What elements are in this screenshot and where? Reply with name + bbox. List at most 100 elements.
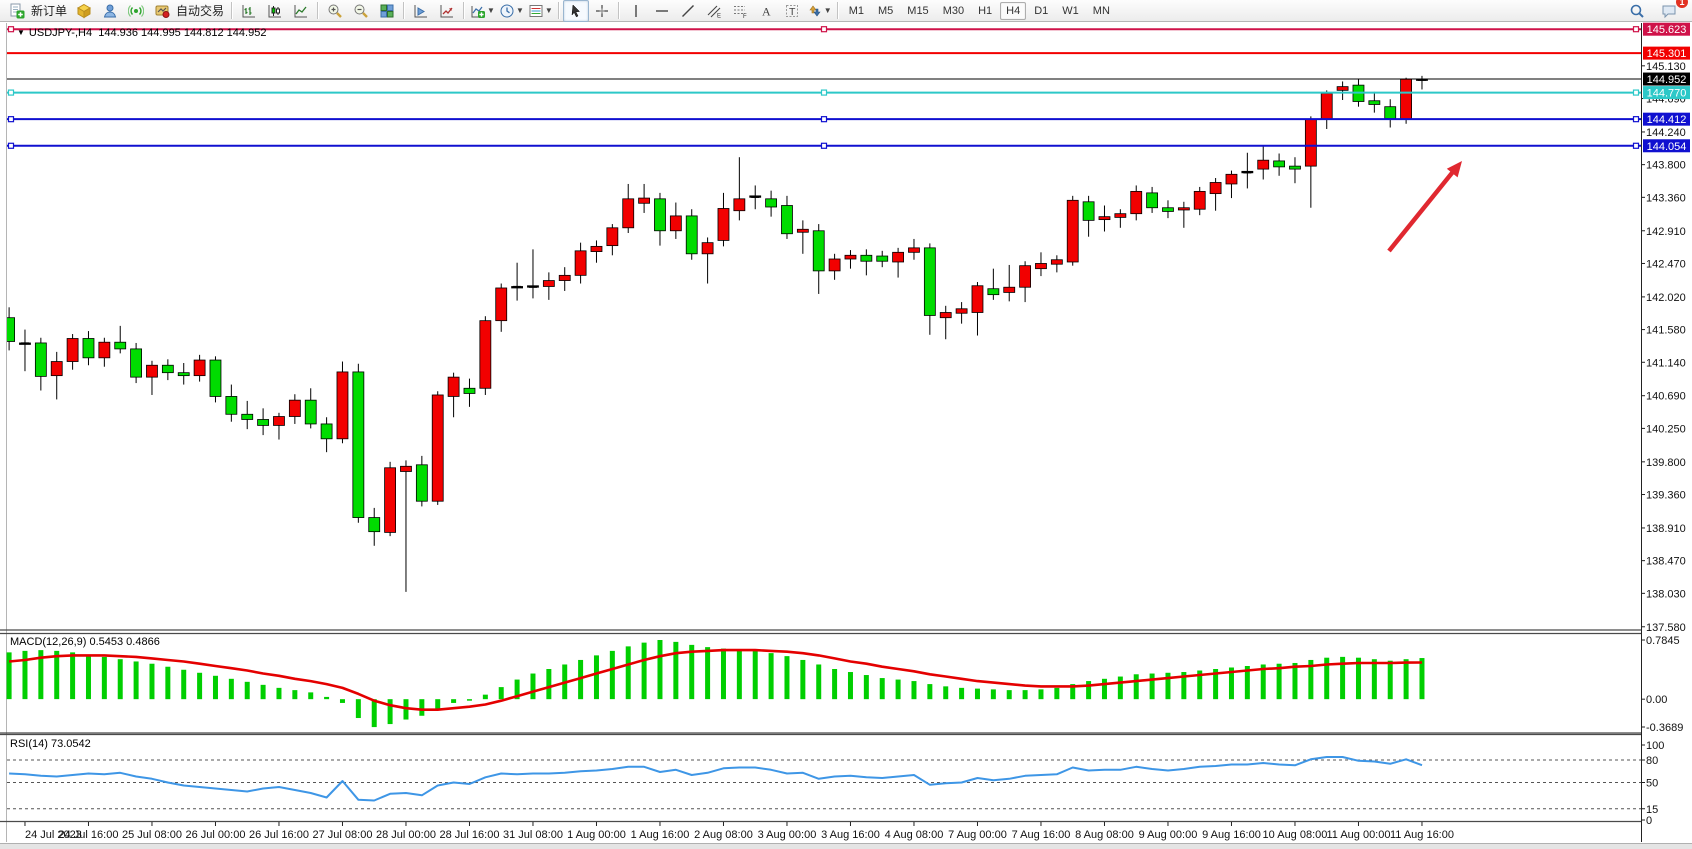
date-tick-label: 24 Jul 16:00 — [59, 829, 119, 841]
templates-button[interactable]: ▼ — [526, 0, 555, 22]
cursor-icon — [571, 3, 580, 17]
autotrading-button[interactable] — [149, 0, 175, 22]
zoom-out-button[interactable] — [348, 0, 374, 22]
date-tick-label: 28 Jul 16:00 — [440, 829, 500, 841]
hline-handle[interactable] — [820, 142, 828, 149]
template-icon — [529, 4, 543, 17]
profiles-button[interactable] — [408, 0, 434, 22]
candle-body — [1384, 106, 1397, 119]
price-tick-label: 141.580 — [1646, 325, 1686, 337]
candle-body — [1320, 92, 1333, 120]
text-tool-button[interactable]: A — [753, 0, 779, 22]
candle-body — [1209, 182, 1222, 195]
hline-icon — [655, 9, 668, 12]
tile-windows-button[interactable] — [374, 0, 400, 22]
toolbar-right-group: 1 — [1624, 0, 1688, 22]
hline-handle[interactable] — [1632, 142, 1640, 149]
date-tick-label: 11 Aug 00:00 — [1326, 829, 1390, 841]
data-window-button[interactable] — [434, 0, 460, 22]
horizontal-line-objects[interactable]: 145.623 145.301 144.770 144.412 144.054 144.9… — [7, 22, 1690, 153]
hline-handle[interactable] — [1632, 116, 1640, 123]
period-icon — [500, 4, 514, 17]
add-indicator-icon — [471, 5, 486, 18]
candle-body — [463, 387, 476, 394]
timeframe-W1-button[interactable]: W1 — [1062, 4, 1079, 17]
timeframe-H4-button[interactable]: H4 — [1000, 1, 1027, 20]
hline-handle[interactable] — [7, 26, 15, 33]
equidistant-channel-tool-button[interactable]: E — [701, 0, 727, 22]
macd-tick-label: -0.3689 — [1646, 722, 1683, 734]
add-indicator-button[interactable]: ▼ — [468, 0, 497, 22]
hline-handle[interactable] — [7, 142, 15, 149]
toolbar-separator — [617, 2, 620, 19]
line-chart-mode-button[interactable] — [288, 0, 314, 22]
hline-handle[interactable] — [1632, 26, 1640, 33]
timeframe-M15-button[interactable]: M15 — [907, 4, 929, 17]
rsi-tick-label: 0 — [1646, 815, 1652, 827]
arrows-tool-button[interactable]: ▼ — [805, 0, 834, 22]
text-label-tool-button[interactable]: T — [779, 0, 805, 22]
candle-body — [844, 254, 857, 260]
horizontal-line-tool-button[interactable] — [649, 0, 675, 22]
date-tick-label: 4 Aug 08:00 — [885, 829, 944, 841]
candle-body — [146, 364, 158, 378]
hline-handle[interactable] — [1632, 89, 1640, 96]
cursor-tool-button[interactable] — [562, 0, 589, 22]
vertical-line-tool-button[interactable] — [623, 0, 649, 22]
trendline-tool-button[interactable] — [675, 0, 701, 22]
toolbar-separator — [557, 2, 560, 19]
profiles-icon — [414, 4, 428, 17]
profile-button[interactable] — [97, 0, 123, 22]
deposit-button[interactable] — [71, 0, 97, 22]
candle-body — [34, 342, 47, 377]
fibonacci-tool-button[interactable]: F — [727, 0, 753, 22]
toolbar-separator — [317, 2, 320, 19]
hline-handle[interactable] — [7, 116, 15, 123]
candle-body — [1114, 213, 1127, 218]
candle-body — [606, 227, 619, 247]
gold-cube-icon — [77, 3, 92, 18]
candle-body — [130, 348, 143, 378]
price-chart-canvas[interactable]: 145.130144.690144.240143.800143.360142.9… — [0, 22, 1692, 849]
hline-handle[interactable] — [7, 89, 15, 96]
timeframe-H1-button[interactable]: H1 — [978, 4, 993, 17]
toolbar-separator — [403, 2, 406, 19]
price-tick-label: 140.690 — [1646, 391, 1686, 403]
chart-window[interactable]: ▼ USDJPY-,H4 144.936 144.995 144.812 144.… — [0, 22, 1692, 849]
new-order-button[interactable] — [4, 0, 30, 22]
market-signals-button[interactable] — [123, 0, 149, 22]
notification-badge: 1 — [1676, 0, 1688, 8]
profile-icon — [103, 4, 117, 17]
price-tick-label: 140.250 — [1646, 423, 1686, 435]
bar-chart-mode-button[interactable] — [236, 0, 262, 22]
candle-body — [1193, 190, 1206, 210]
hline-handle[interactable] — [820, 26, 828, 33]
candle-body — [971, 285, 984, 313]
timeframe-M5-button[interactable]: M5 — [878, 4, 894, 17]
candle-body — [225, 396, 238, 415]
hline-handle[interactable] — [820, 89, 828, 96]
candle-body — [1289, 165, 1301, 170]
timeframe-D1-button[interactable]: D1 — [1034, 4, 1049, 17]
timeframe-M30-button[interactable]: M30 — [942, 4, 965, 17]
hline-price-tag-text: 145.301 — [1647, 48, 1687, 60]
crosshair-tool-button[interactable] — [589, 0, 615, 22]
price-tick-label: 143.360 — [1646, 192, 1686, 204]
arrow-annotation[interactable] — [1387, 161, 1462, 253]
search-button[interactable] — [1624, 0, 1650, 22]
timeframe-MN-button[interactable]: MN — [1092, 4, 1110, 17]
date-tick-label: 3 Aug 00:00 — [758, 829, 817, 841]
candlestick-mode-button[interactable] — [262, 0, 288, 22]
hline-handle[interactable] — [820, 116, 828, 123]
zoom-in-button[interactable] — [322, 0, 348, 22]
macd-panel: 0.7845 0.00 -0.3689 — [6, 635, 1683, 734]
notifications-button[interactable]: 1 — [1656, 0, 1688, 22]
candle-body — [1336, 86, 1349, 91]
timeframe-M1-button[interactable]: M1 — [848, 4, 864, 17]
zoom-in-icon — [328, 4, 342, 18]
date-tick-label: 9 Aug 00:00 — [1139, 829, 1198, 841]
candle-body — [987, 288, 1000, 296]
periods-button[interactable]: ▼ — [497, 0, 526, 22]
candle-body — [336, 371, 349, 440]
price-tick-label: 143.800 — [1646, 160, 1686, 172]
